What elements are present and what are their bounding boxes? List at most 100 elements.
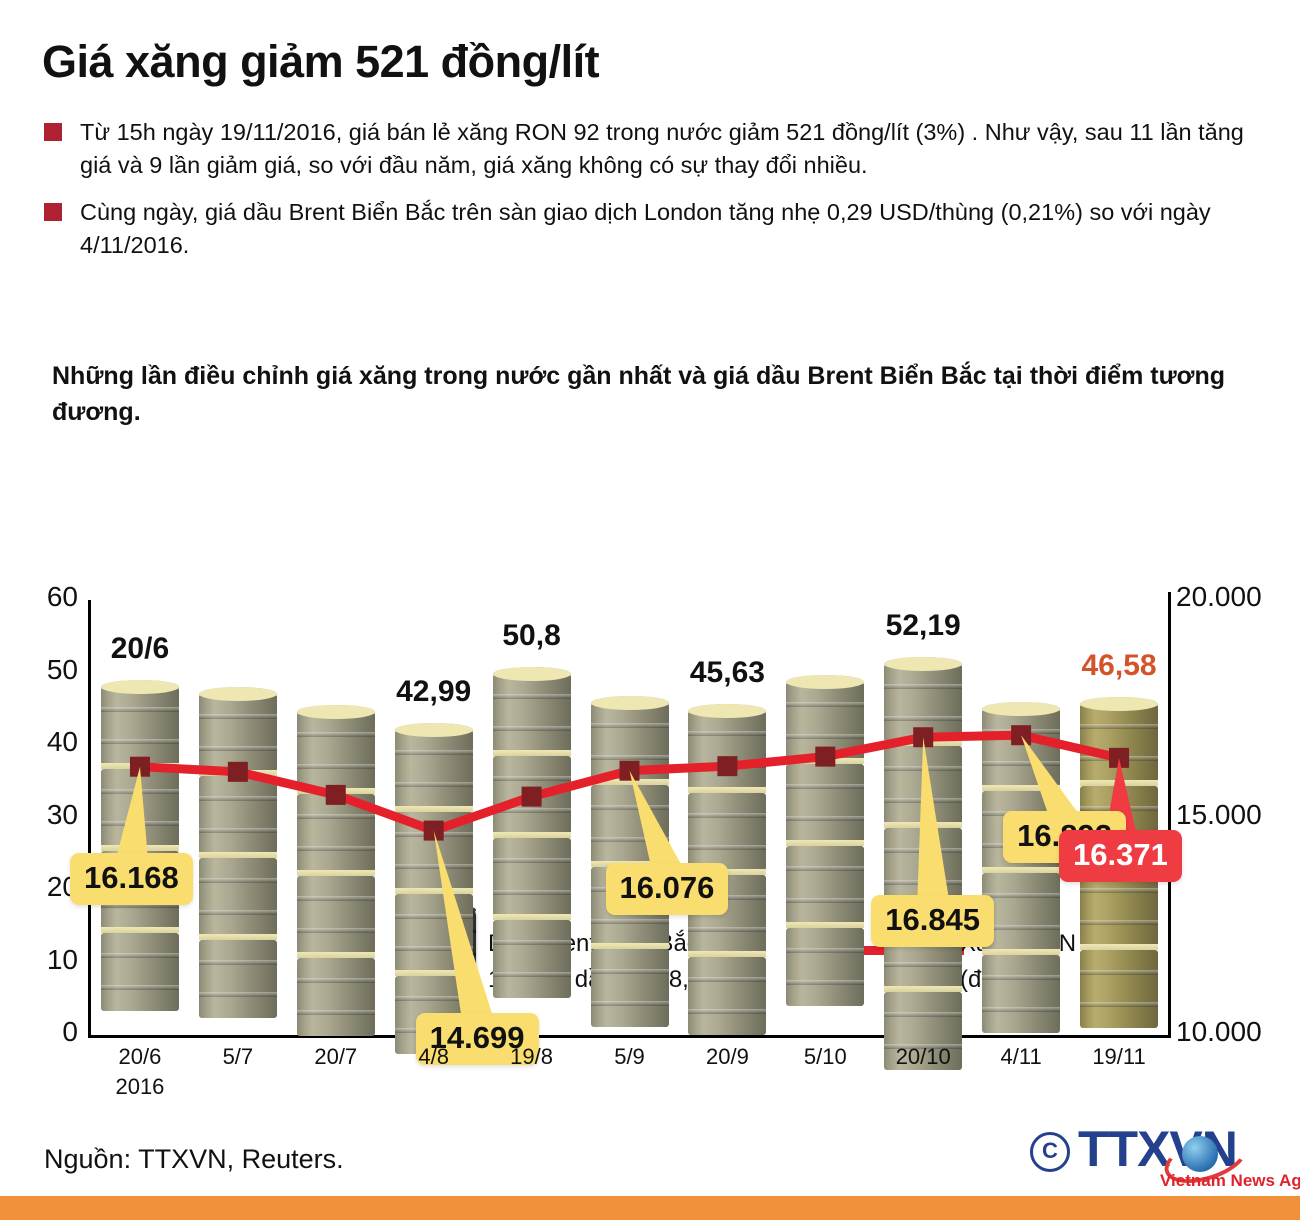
x-tick-label: 20/10 (895, 1044, 951, 1069)
barrel-icon (1080, 950, 1159, 1029)
bullet-item: Cùng ngày, giá dầu Brent Biển Bắc trên s… (44, 196, 1264, 262)
barrel-stack (786, 674, 865, 1035)
barrel-icon (296, 958, 375, 1037)
barrel-seam (100, 926, 179, 933)
callout-leader (433, 830, 494, 1019)
y-tick-left: 30 (46, 798, 78, 830)
bullet-square-icon (44, 123, 62, 141)
bullet-list: Từ 15h ngày 19/11/2016, giá bán lẻ xăng … (44, 116, 1264, 276)
barrel-icon (590, 948, 669, 1027)
barrel-cap-icon (394, 723, 473, 738)
barrel-icon (198, 858, 277, 936)
barrel-cap-icon (688, 704, 767, 719)
x-tick-label: 20/9 (705, 1044, 749, 1069)
barrel-icon (688, 957, 767, 1036)
logo-globe-icon (1182, 1136, 1218, 1172)
source-note: Nguồn: TTXVN, Reuters. (44, 1144, 344, 1174)
y-axis-right (1168, 592, 1171, 1037)
barrel-icon (100, 686, 179, 765)
barrel-cap-icon (786, 674, 865, 689)
barrel-cap-icon (198, 687, 277, 701)
barrel-seam (688, 787, 767, 794)
x-tick-label: 4/11 (1000, 1044, 1042, 1069)
barrel-icon (786, 845, 865, 924)
chart-area: 0 10 20 30 40 50 60 10.000 15.000 20.000 20/6 42,… (0, 560, 1300, 1120)
x-tick-label: 5/10 (803, 1044, 847, 1069)
barrel-icon (198, 694, 277, 772)
barrel-icon (884, 991, 963, 1070)
bar-value-label: 50,8 (502, 618, 561, 652)
price-callout: 16.371 (1059, 829, 1182, 882)
barrel-cap-icon (884, 656, 963, 671)
barrel-seam (786, 921, 865, 928)
bar-value-label: 52,19 (885, 608, 961, 642)
line-marker (717, 756, 738, 777)
barrel-seam (198, 934, 277, 940)
callout-leader (115, 766, 148, 859)
barrel-seam (590, 778, 669, 785)
page-title: Giá xăng giảm 521 đồng/lít (42, 36, 600, 87)
y-tick-left: 60 (46, 581, 78, 612)
x-tick-label: 19/11 (1092, 1044, 1146, 1069)
barrel-icon (492, 919, 571, 998)
barrel-icon (982, 954, 1061, 1033)
line-marker (619, 760, 640, 781)
chart-subtitle: Những lần điều chỉnh giá xăng trong nước… (52, 362, 1225, 426)
barrel-icon (786, 763, 865, 842)
barrel-seam (492, 749, 571, 756)
barrel-icon (492, 837, 571, 916)
bottom-accent-bar (0, 1196, 1300, 1220)
barrel-icon (296, 712, 375, 791)
barrel-icon (786, 927, 865, 1006)
price-line (139, 730, 1121, 836)
bar-value-label: 46,58 (1081, 649, 1157, 683)
price-callout: 16.168 (69, 852, 193, 905)
barrel-icon (982, 872, 1061, 951)
ttxvn-logo: C TTXVN Vietnam News Agency (1030, 1118, 1300, 1193)
barrel-icon (198, 776, 277, 854)
x-tick-label: 5/9 (614, 1044, 645, 1069)
callout-leader (629, 770, 684, 869)
barrel-icon (394, 730, 473, 809)
x-tick-label: 20/6 2016 (115, 1044, 165, 1099)
line-marker (325, 784, 346, 805)
barrel-stack (198, 687, 277, 1035)
barrel-cap-icon (1080, 697, 1159, 712)
barrel-seam (590, 942, 669, 949)
barrel-seam (492, 913, 571, 920)
line-marker (815, 746, 836, 767)
barrel-icon (786, 681, 865, 760)
barrel-icon (688, 793, 767, 872)
y-tick-left: 0 (62, 1016, 78, 1047)
barrel-seam (982, 948, 1061, 955)
barrel-cap-icon (590, 695, 669, 710)
bullet-square-icon (44, 203, 62, 221)
barrel-icon (100, 932, 179, 1011)
bar-value-label: 45,63 (689, 656, 765, 690)
barrel-seam (296, 870, 375, 877)
barrel-cap-icon (296, 705, 375, 720)
bullet-item: Từ 15h ngày 19/11/2016, giá bán lẻ xăng … (44, 116, 1264, 182)
barrel-seam (198, 852, 277, 858)
barrel-icon (296, 876, 375, 955)
y-tick-right: 10.000 (1176, 1016, 1262, 1047)
barrel-seam (688, 951, 767, 958)
barrel-icon (492, 673, 571, 752)
barrel-seam (394, 806, 473, 813)
barrel-seam (394, 888, 473, 895)
barrel-seam (1080, 944, 1159, 951)
barrel-seam (296, 952, 375, 959)
bar-value-label: 20/6 (110, 631, 170, 665)
y-tick-right: 15.000 (1176, 798, 1262, 830)
barrel-seam (982, 784, 1061, 791)
x-axis (88, 1035, 1171, 1038)
bar-value-label: 42,99 (396, 675, 472, 709)
bullet-text: Cùng ngày, giá dầu Brent Biển Bắc trên s… (80, 199, 1211, 258)
copyright-icon: C (1030, 1132, 1070, 1172)
price-callout: 16.076 (605, 862, 729, 915)
line-series (115, 725, 1138, 1019)
bar-column (786, 674, 865, 1035)
line-marker (521, 786, 542, 807)
barrel-icon (198, 940, 277, 1018)
barrel-seam (492, 831, 571, 838)
